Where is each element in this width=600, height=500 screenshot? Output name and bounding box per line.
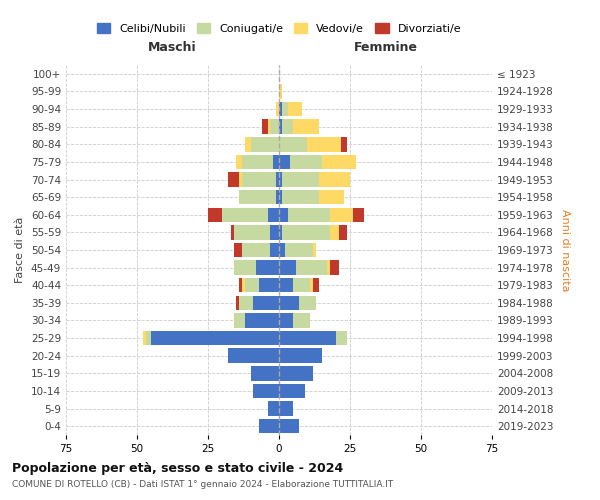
Text: Femmine: Femmine xyxy=(353,42,418,54)
Bar xyxy=(262,120,268,134)
Bar xyxy=(279,120,282,134)
Bar xyxy=(245,278,259,292)
Bar xyxy=(279,102,282,117)
Text: Popolazione per età, sesso e stato civile - 2024: Popolazione per età, sesso e stato civil… xyxy=(12,462,343,475)
Bar xyxy=(239,172,242,186)
Bar xyxy=(310,278,313,292)
Text: COMUNE DI ROTELLO (CB) - Dati ISTAT 1° gennaio 2024 - Elaborazione TUTTITALIA.IT: COMUNE DI ROTELLO (CB) - Dati ISTAT 1° g… xyxy=(12,480,393,489)
Bar xyxy=(279,137,307,152)
Bar xyxy=(233,243,242,257)
Legend: Celibi/Nubili, Coniugati/e, Vedovi/e, Divorziati/e: Celibi/Nubili, Coniugati/e, Vedovi/e, Di… xyxy=(92,19,466,38)
Bar xyxy=(274,154,279,169)
Bar xyxy=(293,278,310,292)
Bar xyxy=(284,243,313,257)
Bar xyxy=(242,172,276,186)
Bar xyxy=(279,419,299,434)
Bar xyxy=(259,278,279,292)
Bar xyxy=(299,296,316,310)
Bar xyxy=(282,225,330,240)
Bar xyxy=(290,154,322,169)
Bar xyxy=(239,296,253,310)
Bar xyxy=(143,331,146,345)
Bar xyxy=(279,384,305,398)
Bar xyxy=(279,84,282,98)
Bar xyxy=(279,296,299,310)
Bar xyxy=(236,296,239,310)
Bar xyxy=(330,208,353,222)
Bar xyxy=(279,190,282,204)
Bar xyxy=(282,172,319,186)
Bar xyxy=(256,260,279,275)
Bar xyxy=(239,278,242,292)
Bar xyxy=(268,120,271,134)
Bar xyxy=(279,402,293,416)
Bar xyxy=(233,225,271,240)
Bar xyxy=(231,225,233,240)
Bar xyxy=(313,243,316,257)
Bar xyxy=(242,278,245,292)
Bar xyxy=(279,366,313,380)
Bar xyxy=(276,172,279,186)
Bar xyxy=(322,154,356,169)
Bar xyxy=(228,172,239,186)
Bar xyxy=(279,154,290,169)
Bar xyxy=(279,243,284,257)
Bar xyxy=(353,208,364,222)
Bar xyxy=(279,172,282,186)
Bar xyxy=(271,225,279,240)
Bar xyxy=(222,208,268,222)
Bar xyxy=(296,260,327,275)
Bar xyxy=(268,402,279,416)
Bar xyxy=(279,348,322,363)
Bar xyxy=(336,331,347,345)
Bar xyxy=(239,190,276,204)
Bar xyxy=(338,225,347,240)
Bar xyxy=(341,137,347,152)
Bar xyxy=(228,348,279,363)
Bar xyxy=(233,260,256,275)
Bar xyxy=(208,208,222,222)
Bar xyxy=(279,225,282,240)
Bar xyxy=(245,314,279,328)
Bar xyxy=(276,190,279,204)
Bar xyxy=(319,172,350,186)
Bar xyxy=(313,278,319,292)
Bar xyxy=(279,314,293,328)
Bar xyxy=(282,120,293,134)
Bar xyxy=(279,331,336,345)
Bar xyxy=(282,102,287,117)
Bar xyxy=(242,243,271,257)
Bar xyxy=(146,331,151,345)
Bar xyxy=(307,137,341,152)
Bar xyxy=(271,243,279,257)
Y-axis label: Anni di nascita: Anni di nascita xyxy=(560,209,570,291)
Bar xyxy=(276,102,279,117)
Bar xyxy=(279,278,293,292)
Bar xyxy=(259,419,279,434)
Bar xyxy=(245,137,251,152)
Bar xyxy=(330,260,338,275)
Y-axis label: Fasce di età: Fasce di età xyxy=(16,217,25,283)
Bar xyxy=(251,366,279,380)
Bar xyxy=(271,120,279,134)
Bar xyxy=(279,208,287,222)
Bar xyxy=(251,137,279,152)
Bar xyxy=(268,208,279,222)
Bar xyxy=(279,260,296,275)
Bar xyxy=(287,208,330,222)
Bar xyxy=(319,190,344,204)
Bar xyxy=(293,120,319,134)
Bar xyxy=(242,154,274,169)
Bar xyxy=(330,225,338,240)
Bar xyxy=(293,314,310,328)
Bar xyxy=(151,331,279,345)
Bar xyxy=(253,384,279,398)
Bar xyxy=(236,154,242,169)
Bar xyxy=(327,260,330,275)
Bar xyxy=(287,102,302,117)
Bar xyxy=(282,190,319,204)
Bar xyxy=(253,296,279,310)
Text: Maschi: Maschi xyxy=(148,42,197,54)
Bar xyxy=(233,314,245,328)
